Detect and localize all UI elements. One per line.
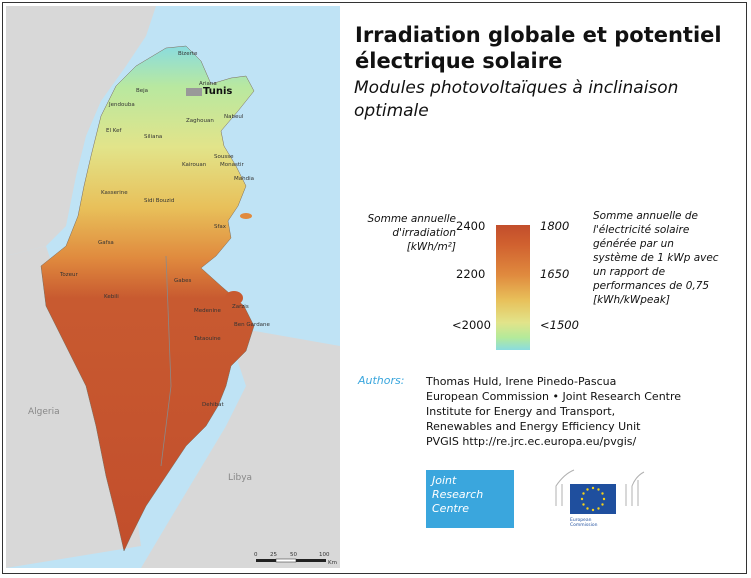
place-sidi-bouzid: Sidi Bouzid: [144, 198, 174, 204]
scale-tick-50: 50: [290, 552, 297, 558]
eu-stars: [580, 486, 606, 512]
jrc-logo: Joint Research Centre: [426, 470, 514, 528]
legend-left-tick-bottom: <2000: [452, 318, 491, 332]
country-libya: Libya: [228, 473, 252, 483]
place-kairouan: Kairouan: [182, 162, 207, 168]
place-siliana: Siliana: [144, 134, 162, 140]
title-line-1: Irradiation globale et potentiel: [355, 23, 722, 47]
legend-right-tick-mid: 1650: [540, 267, 570, 281]
country-algeria: Algeria: [28, 407, 60, 417]
place-jendouba: Jendouba: [108, 102, 135, 108]
scale-tick-0: 0: [254, 552, 258, 558]
ec-logo-svg: European Commission: [555, 469, 645, 528]
legend-right-line: [kWh/kWpeak]: [593, 294, 670, 306]
place-ariana: Ariana: [199, 81, 217, 87]
authors-label: Authors:: [358, 374, 405, 387]
place-nabeul: Nabeul: [224, 114, 244, 120]
place-kebili: Kebili: [104, 294, 119, 300]
place-dehibat: Dehibat: [202, 402, 224, 408]
place-medenine: Medenine: [194, 308, 222, 314]
place-zaghouan: Zaghouan: [186, 118, 214, 124]
subtitle-line-1: Modules photovoltaïques à inclinaison: [354, 78, 679, 98]
place-zarzis: Zarzis: [232, 304, 249, 310]
scale-tick-100: 100: [319, 552, 330, 558]
title-line-2: électrique solaire: [355, 49, 563, 73]
legend-left-line: [kWh/m²]: [406, 241, 456, 253]
algeria-south-land: [6, 246, 141, 568]
scale-tick-25: 25: [270, 552, 277, 558]
legend-electricity-label: Somme annuelle de l'électricité solaire …: [593, 209, 743, 307]
page-title: Irradiation globale et potentiel électri…: [355, 22, 735, 74]
place-kasserine: Kasserine: [101, 190, 128, 196]
ec-logo-text-1: European: [570, 517, 592, 523]
place-gabes: Gabes: [174, 278, 192, 284]
legend-right-tick-bottom: <1500: [540, 318, 579, 332]
jrc-logo-line: Centre: [432, 502, 470, 515]
map-svg: Algeria Libya Tunis Bizerte Ariana Beja …: [6, 6, 340, 568]
border-line: [160, 255, 172, 467]
jrc-logo-line: Research: [432, 488, 484, 501]
legend-right-line: l'électricité solaire: [593, 224, 690, 236]
legend-right-line: performances de 0,75: [593, 280, 710, 292]
scale-unit: Km: [328, 560, 337, 566]
place-mahdia: Mahdia: [234, 176, 254, 182]
place-bizerte: Bizerte: [178, 51, 198, 57]
legend-irradiation-label: Somme annuelle d'irradiation [kWh/m²]: [348, 212, 457, 254]
place-el-kef: El Kef: [106, 128, 122, 134]
legend-left-line: d'irradiation: [392, 227, 456, 239]
ec-logo-text-2: Commission: [570, 522, 598, 528]
legend-left-tick-mid: 2200: [456, 267, 486, 281]
place-sousse: Sousse: [214, 154, 234, 160]
legend-right-tick-top: 1800: [540, 219, 570, 233]
tunis-area: [186, 88, 202, 96]
place-tozeur: Tozeur: [59, 272, 79, 278]
authors-line: Renewables and Energy Efficiency Unit: [426, 420, 641, 433]
legend-right-line: Somme annuelle de: [593, 210, 698, 222]
libya-land: [141, 326, 340, 568]
algeria-north-land: [6, 6, 156, 256]
legend-right-line: système de 1 kWp avec: [593, 252, 719, 264]
place-ben-gardane: Ben Gardane: [234, 322, 271, 328]
legend-right-line: générée par un: [593, 238, 674, 250]
authors-line: PVGIS http://re.jrc.ec.europa.eu/pvgis/: [426, 435, 637, 448]
subtitle-line-2: optimale: [354, 101, 429, 121]
european-commission-logo: European Commission: [552, 466, 648, 530]
legend-left-tick-top: 2400: [456, 219, 486, 233]
place-beja: Beja: [136, 88, 148, 94]
djerba-island: [225, 291, 243, 305]
legend-color-bar: [496, 225, 530, 350]
scale-bar: 0 25 50 100 Km: [254, 552, 337, 566]
capital-tunis: Tunis: [203, 86, 232, 97]
jrc-logo-line: Joint: [432, 474, 457, 487]
place-gafsa: Gafsa: [98, 240, 114, 246]
place-sfax: Sfax: [214, 224, 227, 230]
place-tataouine: Tataouine: [193, 336, 221, 342]
page-subtitle: Modules photovoltaïques à inclinaison op…: [354, 77, 739, 123]
authors-line: European Commission • Joint Research Cen…: [426, 390, 682, 403]
kerkennah-island: [240, 213, 252, 219]
tunisia-map: Algeria Libya Tunis Bizerte Ariana Beja …: [6, 6, 340, 568]
authors-line: Thomas Huld, Irene Pinedo-Pascua: [426, 375, 617, 388]
tunisia-land: [40, 45, 255, 552]
place-monastir: Monastir: [220, 162, 245, 168]
legend-right-line: un rapport de: [593, 266, 666, 278]
authors-line: Institute for Energy and Transport,: [426, 405, 616, 418]
legend-left-line: Somme annuelle: [367, 213, 457, 225]
authors-text: Thomas Huld, Irene Pinedo-Pascua Europea…: [426, 374, 681, 449]
